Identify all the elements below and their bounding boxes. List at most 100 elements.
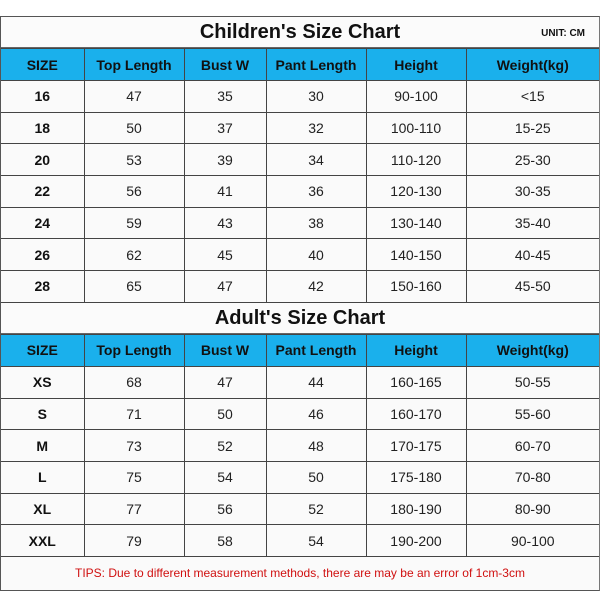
table-cell: 70-80 bbox=[465, 460, 599, 494]
table-cell: 180-190 bbox=[365, 492, 467, 526]
size-cell: XS bbox=[1, 365, 85, 399]
table-cell: 41 bbox=[183, 175, 267, 208]
table-cell: <15 bbox=[465, 80, 599, 113]
table-row: L 75 54 50 175-180 70-80 bbox=[1, 460, 599, 494]
column-header: Pant Length bbox=[265, 48, 367, 81]
table-row: S 71 50 46 160-170 55-60 bbox=[1, 397, 599, 431]
table-cell: 60-70 bbox=[465, 429, 599, 462]
table-cell: 46 bbox=[265, 397, 367, 431]
table-cell: 100-110 bbox=[365, 111, 467, 145]
column-header: SIZE bbox=[1, 333, 85, 367]
table-cell: 30-35 bbox=[465, 175, 599, 208]
size-cell: 26 bbox=[1, 238, 85, 272]
column-header: SIZE bbox=[1, 48, 85, 81]
table-row: 20 53 39 34 110-120 25-30 bbox=[1, 143, 599, 177]
adult-title-row: Adult's Size Chart bbox=[1, 302, 599, 334]
table-cell: 39 bbox=[183, 143, 267, 177]
table-cell: 42 bbox=[265, 270, 367, 303]
table-cell: 65 bbox=[83, 270, 185, 303]
children-chart-title: Children's Size Chart bbox=[199, 21, 401, 43]
size-cell: 28 bbox=[1, 270, 85, 303]
table-cell: 150-160 bbox=[365, 270, 467, 303]
table-cell: 25-30 bbox=[465, 143, 599, 177]
table-cell: 56 bbox=[183, 492, 267, 526]
size-cell: 22 bbox=[1, 175, 85, 208]
column-header: Weight(kg) bbox=[465, 48, 599, 81]
adult-size-table: SIZE Top Length Bust W Pant Length Height Wei… bbox=[1, 333, 599, 557]
table-row: XXL 79 58 54 190-200 90-100 bbox=[1, 524, 599, 557]
table-cell: 56 bbox=[83, 175, 185, 208]
table-cell: 79 bbox=[83, 524, 185, 557]
table-cell: 52 bbox=[265, 492, 367, 526]
column-header: Weight(kg) bbox=[465, 333, 599, 367]
table-cell: 35-40 bbox=[465, 206, 599, 240]
size-cell: XL bbox=[1, 492, 85, 526]
table-cell: 15-25 bbox=[465, 111, 599, 145]
table-cell: 50 bbox=[183, 397, 267, 431]
table-header-row: SIZE Top Length Bust W Pant Length Height Wei… bbox=[1, 48, 599, 81]
table-cell: 52 bbox=[183, 429, 267, 462]
children-title-row: Children's Size Chart UNIT: CM bbox=[1, 17, 599, 48]
table-cell: 130-140 bbox=[365, 206, 467, 240]
table-cell: 53 bbox=[83, 143, 185, 177]
table-row: 18 50 37 32 100-110 15-25 bbox=[1, 111, 599, 145]
table-cell: 38 bbox=[265, 206, 367, 240]
column-header: Top Length bbox=[83, 48, 185, 81]
table-cell: 50 bbox=[265, 460, 367, 494]
size-cell: XXL bbox=[1, 524, 85, 557]
table-cell: 175-180 bbox=[365, 460, 467, 494]
table-cell: 47 bbox=[183, 365, 267, 399]
table-cell: 34 bbox=[265, 143, 367, 177]
table-cell: 110-120 bbox=[365, 143, 467, 177]
table-row: XS 68 47 44 160-165 50-55 bbox=[1, 365, 599, 399]
table-cell: 59 bbox=[83, 206, 185, 240]
column-header: Bust W bbox=[183, 333, 267, 367]
table-cell: 170-175 bbox=[365, 429, 467, 462]
table-cell: 50-55 bbox=[465, 365, 599, 399]
size-cell: S bbox=[1, 397, 85, 431]
table-cell: 45-50 bbox=[465, 270, 599, 303]
table-cell: 32 bbox=[265, 111, 367, 145]
table-cell: 90-100 bbox=[365, 80, 467, 113]
unit-label: UNIT: CM bbox=[541, 28, 585, 39]
table-cell: 54 bbox=[183, 460, 267, 494]
table-cell: 43 bbox=[183, 206, 267, 240]
size-chart: Children's Size Chart UNIT: CM SIZE Top L… bbox=[0, 16, 600, 591]
table-cell: 36 bbox=[265, 175, 367, 208]
table-cell: 50 bbox=[83, 111, 185, 145]
table-cell: 35 bbox=[183, 80, 267, 113]
table-cell: 55-60 bbox=[465, 397, 599, 431]
table-cell: 40 bbox=[265, 238, 367, 272]
size-cell: 16 bbox=[1, 80, 85, 113]
column-header: Top Length bbox=[83, 333, 185, 367]
table-cell: 37 bbox=[183, 111, 267, 145]
size-cell: L bbox=[1, 460, 85, 494]
column-header: Bust W bbox=[183, 48, 267, 81]
table-row: 16 47 35 30 90-100 <15 bbox=[1, 80, 599, 113]
size-cell: 20 bbox=[1, 143, 85, 177]
size-cell: M bbox=[1, 429, 85, 462]
table-cell: 190-200 bbox=[365, 524, 467, 557]
column-header: Height bbox=[365, 48, 467, 81]
table-cell: 73 bbox=[83, 429, 185, 462]
table-row: XL 77 56 52 180-190 80-90 bbox=[1, 492, 599, 526]
table-row: 28 65 47 42 150-160 45-50 bbox=[1, 270, 599, 303]
table-cell: 77 bbox=[83, 492, 185, 526]
adult-chart-title: Adult's Size Chart bbox=[214, 306, 386, 329]
table-cell: 40-45 bbox=[465, 238, 599, 272]
table-row: 22 56 41 36 120-130 30-35 bbox=[1, 175, 599, 208]
table-cell: 160-165 bbox=[365, 365, 467, 399]
table-cell: 54 bbox=[265, 524, 367, 557]
table-cell: 80-90 bbox=[465, 492, 599, 526]
size-cell: 24 bbox=[1, 206, 85, 240]
table-row: 26 62 45 40 140-150 40-45 bbox=[1, 238, 599, 272]
table-cell: 62 bbox=[83, 238, 185, 272]
measurement-tips: TIPS: Due to different measurement metho… bbox=[1, 556, 599, 590]
table-cell: 68 bbox=[83, 365, 185, 399]
table-cell: 90-100 bbox=[465, 524, 599, 557]
table-cell: 140-150 bbox=[365, 238, 467, 272]
table-header-row: SIZE Top Length Bust W Pant Length Height Wei… bbox=[1, 333, 599, 367]
table-cell: 160-170 bbox=[365, 397, 467, 431]
table-row: 24 59 43 38 130-140 35-40 bbox=[1, 206, 599, 240]
table-row: M 73 52 48 170-175 60-70 bbox=[1, 429, 599, 462]
